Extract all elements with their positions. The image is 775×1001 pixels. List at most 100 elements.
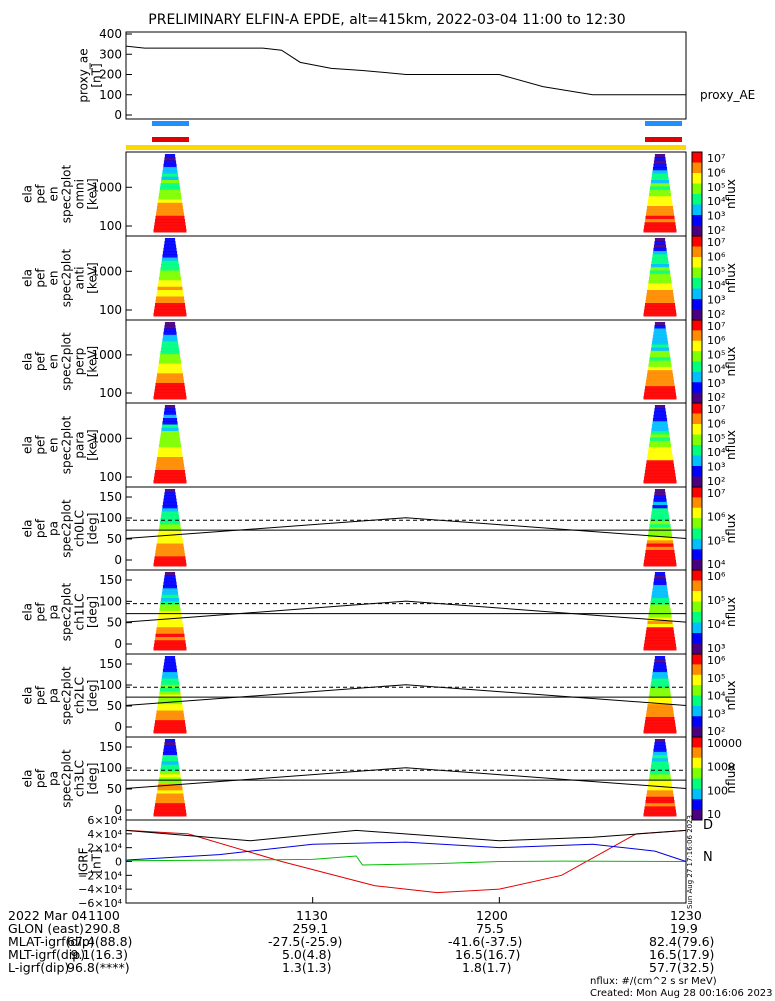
spectro-cell — [161, 431, 179, 435]
spectro-cell — [652, 758, 668, 762]
y-tick-label: 0 — [114, 637, 122, 651]
spectro-cell — [159, 274, 180, 278]
spectro-cell — [154, 477, 186, 481]
spectro-cell — [158, 200, 182, 204]
spectro-cell — [164, 157, 175, 161]
spectro-cell — [645, 634, 674, 638]
spectro-cell — [650, 688, 670, 692]
axis-ylabel: pef — [34, 268, 48, 288]
bar-blue-1 — [152, 121, 189, 126]
series-proxy-ae — [126, 46, 686, 95]
axis-ylabel: [deg] — [86, 680, 100, 712]
spectro-cell — [154, 644, 186, 648]
spectro-cell — [654, 579, 666, 583]
spectro-cell — [164, 328, 176, 332]
spectro-cell — [157, 707, 183, 711]
colorbar-tick-label: 10000 — [707, 737, 742, 750]
spectro-cell — [157, 624, 183, 628]
spectro-cell — [649, 611, 671, 615]
footer-cell: 96.8(****) — [67, 961, 130, 975]
spectro-cell — [153, 563, 186, 567]
axis-ylabel: spec2plot — [60, 666, 74, 725]
spectro-cell — [157, 790, 183, 794]
colorbar-tick-label: 10³ — [707, 377, 725, 390]
colorbar-tick-label: 10⁷ — [707, 236, 725, 249]
spectro-cell — [652, 254, 667, 258]
spectro-cell — [646, 377, 673, 381]
spectro-cell — [156, 631, 184, 635]
axis-ylabel: spec2plot — [60, 164, 74, 223]
spectro-cell — [654, 492, 665, 496]
spectro-cell — [645, 553, 675, 557]
spectro-cell — [643, 563, 676, 567]
spectro-cell — [157, 537, 182, 541]
spectro-cell — [646, 714, 674, 718]
colorbar-tick-label: 10³ — [707, 294, 725, 307]
spectro-cell — [653, 164, 666, 168]
spectro-cell — [155, 800, 184, 804]
y-tick-label: 100 — [99, 303, 122, 317]
spectro-cell — [654, 157, 665, 161]
spectro-cell — [648, 200, 672, 204]
axis-ylabel: pef — [34, 184, 48, 204]
spectro-cell — [156, 460, 183, 464]
spectro-cell — [156, 293, 183, 297]
spectro-cell — [162, 758, 178, 762]
spectro-cell — [155, 720, 185, 724]
spectro-cell — [164, 495, 176, 499]
panel-frame — [126, 152, 686, 236]
spectro-cell — [643, 480, 676, 484]
spectro-cell — [654, 495, 666, 499]
spectro-cell — [159, 611, 181, 615]
axis-ylabel: ch0LC — [73, 510, 87, 547]
spectro-cell — [652, 425, 668, 429]
colorbar-tick-label: 10⁷ — [707, 487, 725, 500]
spectro-cell — [160, 438, 180, 442]
spectro-cell — [644, 310, 676, 314]
spectro-cell — [156, 380, 184, 384]
spectro-cell — [648, 367, 672, 371]
spectro-cell — [655, 572, 665, 576]
colorbar-tick-label: 10⁷ — [707, 403, 725, 416]
spectro-cell — [651, 765, 669, 769]
spectro-cell — [155, 803, 185, 807]
lc-curve — [126, 601, 686, 622]
spectro-cell — [644, 644, 676, 648]
spectro-cell — [156, 794, 183, 798]
spectro-cell — [647, 290, 673, 294]
spectro-cell — [651, 261, 668, 265]
panel-frame — [126, 320, 686, 403]
spectro-cell — [161, 180, 179, 184]
spectro-cell — [651, 598, 669, 602]
spectro-cell — [154, 222, 185, 226]
spectro-cell — [646, 711, 673, 715]
spectro-cell — [162, 254, 177, 258]
spectro-cell — [644, 393, 676, 397]
y-tick-label: 100 — [99, 219, 122, 233]
spectro-cell — [652, 174, 668, 178]
spectro-cell — [647, 621, 672, 625]
footer-cell: 1.3(1.3) — [282, 961, 332, 975]
chart-title: PRELIMINARY ELFIN-A EPDE, alt=415km, 202… — [148, 12, 625, 28]
spectro-cell — [162, 588, 177, 592]
y-tick-label: 4×10⁴ — [87, 828, 122, 841]
y-tick-label: 0 — [114, 553, 122, 567]
spectro-cell — [645, 300, 674, 304]
spectro-cell — [155, 550, 184, 554]
spectro-cell — [153, 313, 186, 317]
spectro-cell — [647, 373, 673, 377]
spectro-cell — [644, 477, 676, 481]
spectro-cell — [648, 451, 672, 455]
spectro-cell — [648, 447, 671, 451]
spectro-cell — [651, 431, 669, 435]
spectro-cell — [154, 723, 185, 727]
spectro-cell — [652, 421, 667, 425]
spectro-cell — [157, 290, 183, 294]
spectro-cell — [156, 714, 184, 718]
spectro-cell — [654, 161, 666, 165]
spectro-cell — [154, 226, 186, 230]
spectro-cell — [162, 755, 177, 759]
y-tick-label: 100 — [99, 386, 122, 400]
spectro-cell — [154, 640, 185, 644]
spectro-cell — [651, 515, 669, 519]
